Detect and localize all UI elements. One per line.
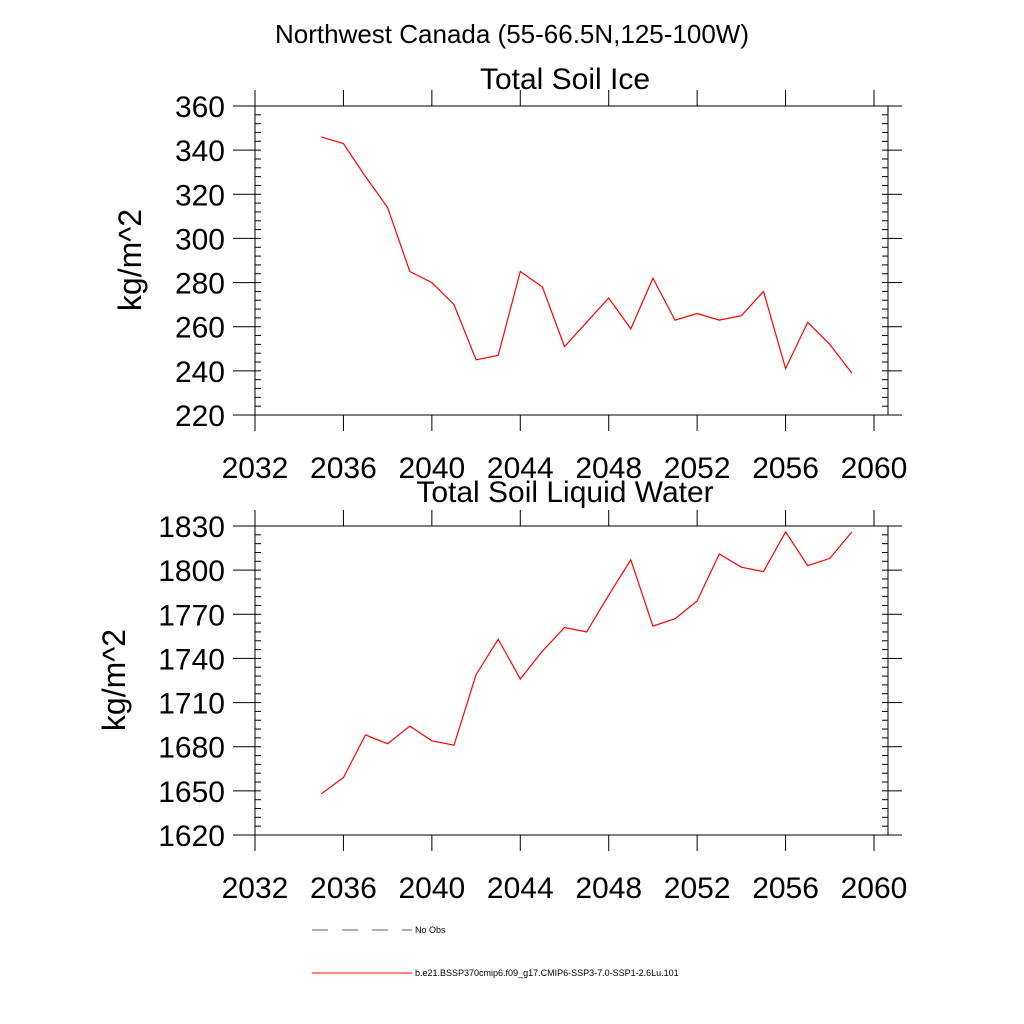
y-tick-label: 1740: [158, 643, 225, 676]
chart-panel-soil-liquid-water: Total Soil Liquid Water kg/m^2 1620 1650 1…: [96, 476, 907, 905]
legend-item-no-obs: No Obs: [312, 925, 446, 935]
y-tick-label: 1830: [158, 511, 225, 544]
x-tick-label: 2052: [664, 872, 731, 905]
x-tick-label: 2048: [575, 452, 642, 485]
x-tick-label: 2056: [752, 452, 819, 485]
y-tick-label: 1650: [158, 776, 225, 809]
x-tick-label: 2040: [398, 452, 465, 485]
y-tick-label: 220: [175, 400, 225, 433]
x-tick-label: 2048: [575, 872, 642, 905]
y-tick-label: 300: [175, 223, 225, 256]
y-tick-label: 240: [175, 356, 225, 389]
x-tick-label: 2032: [222, 452, 289, 485]
x-tick-label: 2056: [752, 872, 819, 905]
x-tick-label: 2044: [487, 452, 554, 485]
series-line: [320, 530, 853, 795]
y-axis-label: kg/m^2: [112, 209, 148, 311]
y-tick-label: 260: [175, 312, 225, 345]
x-tick-label: 2032: [222, 872, 289, 905]
legend-label: No Obs: [415, 925, 446, 935]
y-tick-label: 320: [175, 179, 225, 212]
chart-title: Total Soil Ice: [480, 63, 650, 96]
x-tick-label: 2044: [487, 872, 554, 905]
plot-frame: [254, 525, 889, 836]
legend: No Obs b.e21.BSSP370cmip6.f09_g17.CMIP6-…: [312, 925, 679, 978]
y-tick-label: 1770: [158, 599, 225, 632]
x-tick-label: 2036: [310, 452, 377, 485]
page-title: Northwest Canada (55-66.5N,125-100W): [275, 19, 749, 49]
y-tick-label: 340: [175, 135, 225, 168]
chart-title: Total Soil Liquid Water: [416, 476, 713, 509]
x-tick-label: 2060: [841, 452, 908, 485]
series-line: [321, 136, 853, 374]
y-tick-label: 1800: [158, 555, 225, 588]
y-tick-label: 280: [175, 268, 225, 301]
x-tick-label: 2040: [398, 872, 465, 905]
y-tick-label: 1620: [158, 820, 225, 853]
y-tick-label: 1680: [158, 732, 225, 765]
y-axis-label: kg/m^2: [96, 629, 132, 731]
chart-panel-soil-ice: Total Soil Ice kg/m^2 220 240 260 280 300 320…: [112, 63, 907, 485]
x-tick-label: 2036: [310, 872, 377, 905]
y-tick-label: 360: [175, 91, 225, 124]
x-tick-label: 2060: [841, 872, 908, 905]
legend-label: b.e21.BSSP370cmip6.f09_g17.CMIP6-SSP3-7.…: [415, 968, 679, 978]
legend-item-model-run: b.e21.BSSP370cmip6.f09_g17.CMIP6-SSP3-7.…: [312, 968, 679, 978]
plot-frame: [254, 105, 889, 416]
x-tick-label: 2052: [664, 452, 731, 485]
y-tick-label: 1710: [158, 688, 225, 721]
